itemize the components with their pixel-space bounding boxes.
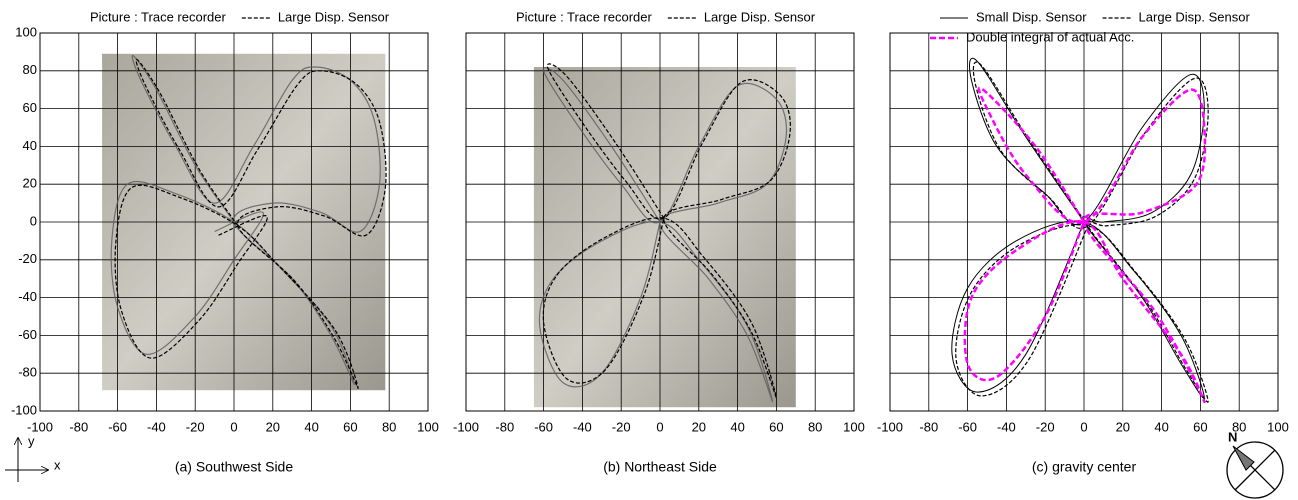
y-tick-label: -60 — [18, 327, 37, 342]
legend-label: Large Disp. Sensor — [1139, 9, 1251, 24]
x-tick-label: -80 — [69, 419, 88, 434]
x-tick-label: -40 — [997, 419, 1016, 434]
x-tick-label: -100 — [27, 419, 53, 434]
axes-icon: y x — [5, 433, 61, 482]
x-tick-label: 20 — [692, 419, 706, 434]
compass: N — [1226, 429, 1284, 499]
y-tick-label: 100 — [15, 24, 37, 39]
y-tick-label: -20 — [18, 251, 37, 266]
panel-title: (a) Southwest Side — [175, 459, 293, 475]
x-tick-label: -60 — [108, 419, 127, 434]
legend-label: Picture : Trace recorder — [516, 9, 652, 24]
legend-label: Double integral of actual Acc. — [966, 29, 1134, 44]
x-tick-label: 80 — [382, 419, 396, 434]
legend-label: Large Disp. Sensor — [704, 9, 816, 24]
x-tick-label: -40 — [147, 419, 166, 434]
x-tick-label: 0 — [230, 419, 237, 434]
x-tick-label: -40 — [573, 419, 592, 434]
x-tick-label: 100 — [417, 419, 439, 434]
x-tick-label: -80 — [919, 419, 938, 434]
panel-title: (c) gravity center — [1032, 459, 1137, 475]
y-tick-label: 0 — [30, 213, 37, 228]
trajectory — [114, 58, 387, 389]
x-tick-label: 60 — [769, 419, 783, 434]
plot-frame — [465, 32, 855, 412]
trajectory — [963, 86, 1207, 404]
y-tick-label: 40 — [23, 138, 37, 153]
panel-title: (b) Northeast Side — [603, 459, 717, 475]
panel: -100 -80 -60 -40 -20 0 20 40 60 80 100 (b) Northeas… — [453, 9, 865, 474]
y-tick-label: -80 — [18, 365, 37, 380]
x-tick-label: -20 — [612, 419, 631, 434]
x-tick-label: 40 — [730, 419, 744, 434]
x-tick-label: 80 — [808, 419, 822, 434]
panel: -100 -80 -60 -40 -20 0 20 40 60 80 100 -100 -80 -60 -4… — [11, 9, 439, 474]
y-tick-label: 60 — [23, 100, 37, 115]
x-tick-label: 20 — [1116, 419, 1130, 434]
y-tick-label: 20 — [23, 176, 37, 191]
picture — [533, 67, 796, 408]
x-tick-label: 80 — [1232, 419, 1246, 434]
axis-icon-x: x — [54, 457, 61, 472]
trajectory — [542, 63, 791, 399]
y-tick-label: 80 — [23, 62, 37, 77]
x-tick-label: 40 — [1154, 419, 1168, 434]
x-tick-label: 40 — [304, 419, 318, 434]
trajectory — [110, 55, 381, 386]
legend-label: Picture : Trace recorder — [90, 9, 226, 24]
x-tick-label: -20 — [186, 419, 205, 434]
x-tick-label: 20 — [266, 419, 280, 434]
compass-label: N — [1228, 429, 1237, 444]
x-tick-label: -20 — [1036, 419, 1055, 434]
x-tick-label: -60 — [534, 419, 553, 434]
panel: -100 -80 -60 -40 -20 0 20 40 60 80 100 (c) gravity … — [877, 9, 1289, 474]
trajectory — [951, 57, 1205, 399]
x-tick-label: 100 — [1267, 419, 1289, 434]
x-tick-label: -100 — [453, 419, 479, 434]
plot-frame — [889, 32, 1279, 412]
x-tick-label: -100 — [877, 419, 903, 434]
x-tick-label: 0 — [1080, 419, 1087, 434]
x-tick-label: -80 — [495, 419, 514, 434]
plot-frame — [39, 32, 429, 412]
x-tick-label: 0 — [656, 419, 663, 434]
axis-icon-y: y — [28, 433, 35, 448]
x-tick-label: 60 — [343, 419, 357, 434]
y-tick-label: -40 — [18, 289, 37, 304]
legend-label: Large Disp. Sensor — [278, 9, 390, 24]
x-tick-label: 60 — [1193, 419, 1207, 434]
x-tick-label: -60 — [958, 419, 977, 434]
legend-label: Small Disp. Sensor — [976, 9, 1087, 24]
y-tick-label: -100 — [11, 402, 37, 417]
x-tick-label: 100 — [843, 419, 865, 434]
trajectory — [538, 67, 788, 403]
